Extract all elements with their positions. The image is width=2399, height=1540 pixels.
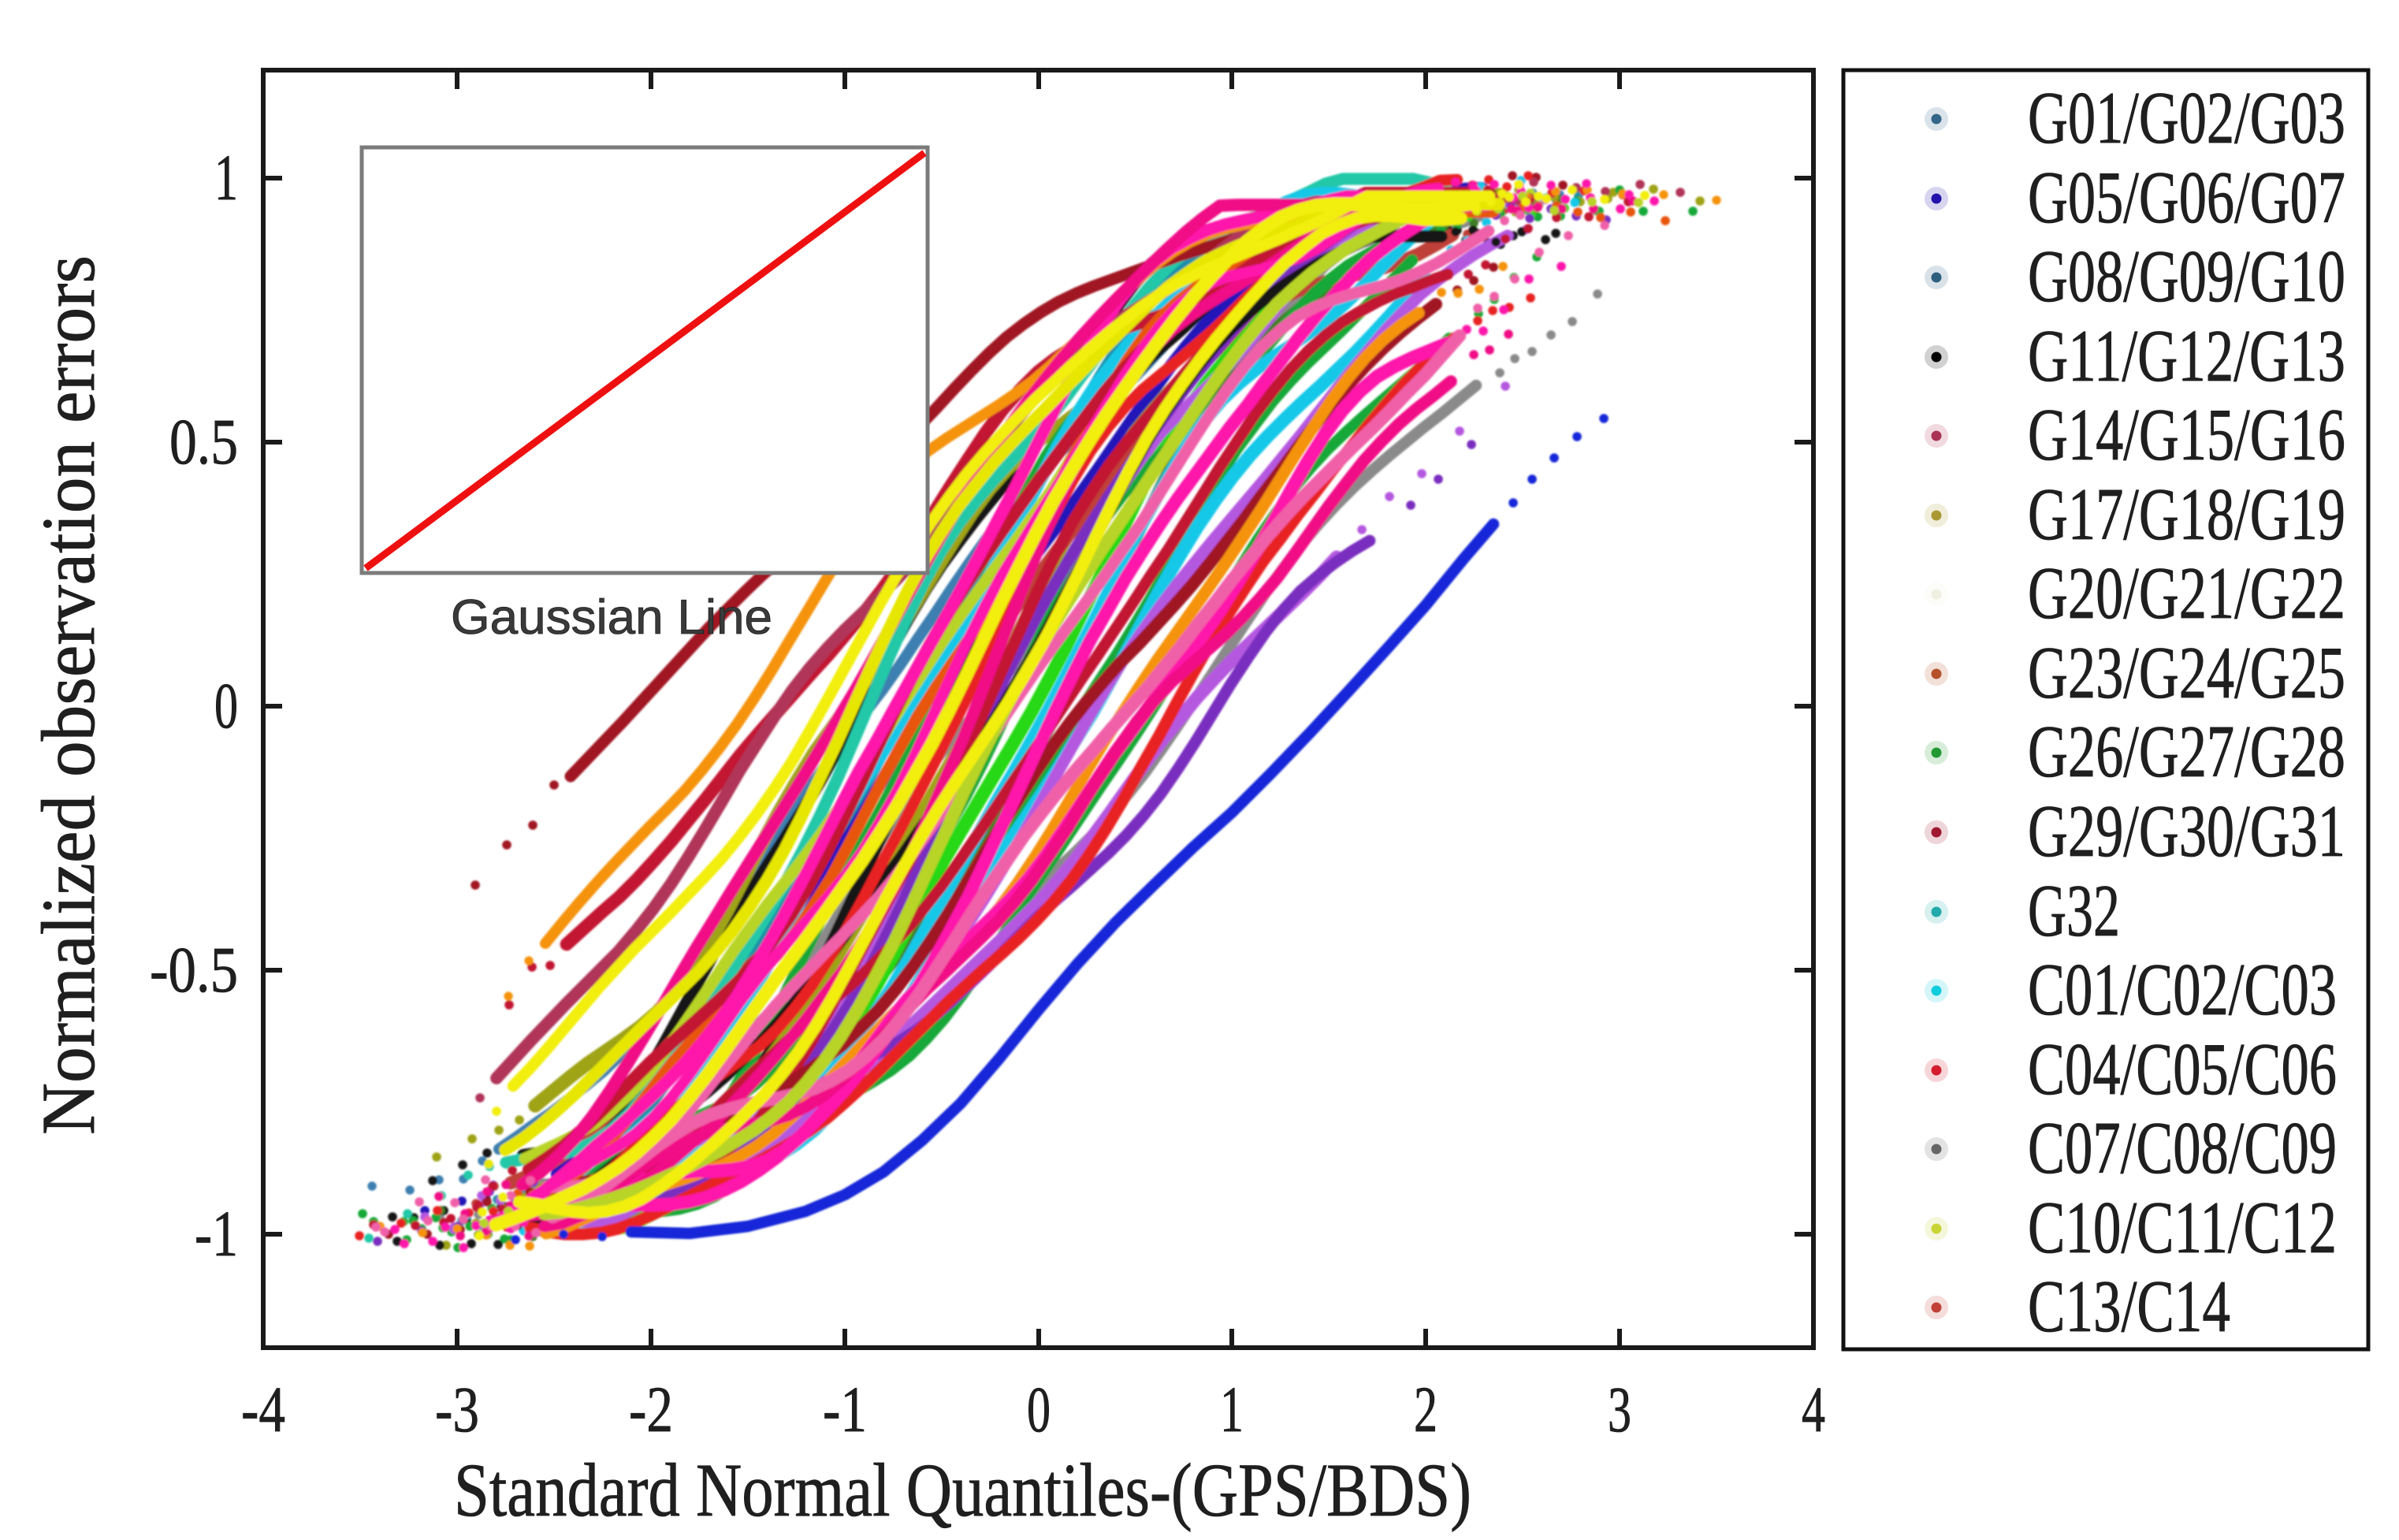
svg-text:-1: -1 <box>195 1197 238 1270</box>
svg-text:Gaussian Line: Gaussian Line <box>451 590 772 645</box>
svg-text:G17/G18/G19: G17/G18/G19 <box>2028 474 2345 556</box>
svg-text:0: 0 <box>1027 1373 1051 1445</box>
svg-text:-0.5: -0.5 <box>150 933 238 1006</box>
svg-text:G14/G15/G16: G14/G15/G16 <box>2028 394 2345 476</box>
svg-text:C10/C11/C12: C10/C11/C12 <box>2028 1187 2337 1269</box>
svg-text:0: 0 <box>214 669 238 742</box>
svg-text:G29/G30/G31: G29/G30/G31 <box>2028 790 2345 872</box>
svg-text:C13/C14: C13/C14 <box>2028 1266 2230 1348</box>
svg-text:C04/C05/C06: C04/C05/C06 <box>2028 1029 2337 1110</box>
svg-text:G05/G06/G07: G05/G06/G07 <box>2028 157 2345 239</box>
svg-text:-1: -1 <box>823 1373 867 1445</box>
svg-text:G20/G21/G22: G20/G21/G22 <box>2028 552 2345 634</box>
svg-text:3: 3 <box>1608 1373 1631 1445</box>
svg-text:G26/G27/G28: G26/G27/G28 <box>2028 711 2345 793</box>
svg-text:C01/C02/C03: C01/C02/C03 <box>2028 949 2337 1031</box>
svg-text:2: 2 <box>1414 1373 1438 1445</box>
svg-text:G11/G12/G13: G11/G12/G13 <box>2028 315 2345 397</box>
svg-text:Standard Normal Quantiles-(GPS: Standard Normal Quantiles-(GPS/BDS) <box>454 1448 1471 1532</box>
svg-text:G08/G09/G10: G08/G09/G10 <box>2028 236 2345 318</box>
svg-text:1: 1 <box>1220 1373 1244 1445</box>
svg-text:4: 4 <box>1802 1373 1825 1445</box>
svg-text:0.5: 0.5 <box>169 405 238 478</box>
svg-text:-3: -3 <box>435 1373 479 1445</box>
svg-text:G32: G32 <box>2028 870 2120 952</box>
svg-text:-2: -2 <box>629 1373 673 1445</box>
svg-text:1: 1 <box>214 141 238 214</box>
svg-text:Normalized observation errors: Normalized observation errors <box>26 255 110 1135</box>
svg-text:G01/G02/G03: G01/G02/G03 <box>2028 77 2345 159</box>
svg-text:-4: -4 <box>241 1373 285 1445</box>
svg-text:G23/G24/G25: G23/G24/G25 <box>2028 632 2345 714</box>
svg-text:C07/C08/C09: C07/C08/C09 <box>2028 1107 2337 1189</box>
